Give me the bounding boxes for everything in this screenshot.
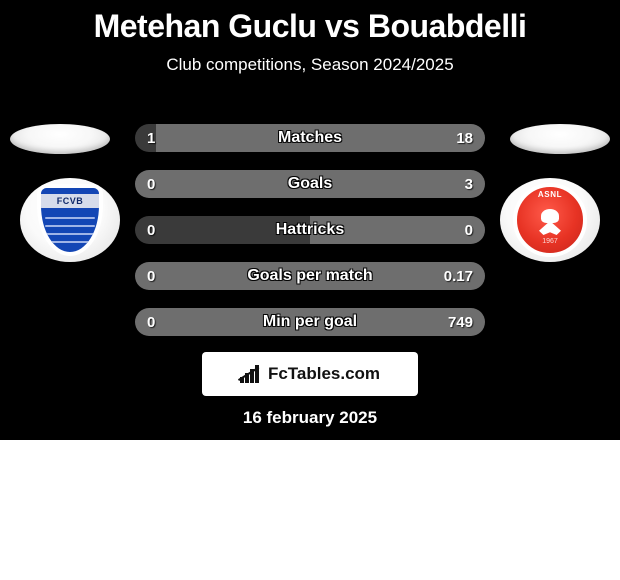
player-right-ellipse bbox=[510, 124, 610, 154]
asnl-circle-icon: ASNL 1967 bbox=[513, 183, 587, 257]
stat-label: Min per goal bbox=[135, 313, 485, 331]
page-title: Metehan Guclu vs Bouabdelli bbox=[0, 8, 620, 45]
stat-row: 0 0Hattricks bbox=[135, 216, 485, 244]
club-badge-left: FCVB bbox=[20, 178, 120, 262]
stat-value-left: 0 bbox=[147, 170, 155, 198]
date-text: 16 february 2025 bbox=[0, 408, 620, 428]
stat-value-left: 0 bbox=[147, 262, 155, 290]
subtitle: Club competitions, Season 2024/2025 bbox=[0, 55, 620, 75]
stat-row: 0 3Goals bbox=[135, 170, 485, 198]
brand-text: FcTables.com bbox=[268, 364, 380, 384]
stat-label: Goals bbox=[135, 175, 485, 193]
fcvb-shield-icon: FCVB bbox=[37, 184, 103, 256]
player-left-ellipse bbox=[10, 124, 110, 154]
asnl-code: ASNL bbox=[517, 190, 583, 199]
stat-value-right: 0 bbox=[465, 216, 473, 244]
club-badge-right: ASNL 1967 bbox=[500, 178, 600, 262]
comparison-card: Metehan Guclu vs Bouabdelli Club competi… bbox=[0, 0, 620, 440]
asnl-year: 1967 bbox=[517, 238, 583, 245]
stat-rows: 118Matches03Goals00Hattricks00.17Goals p… bbox=[135, 124, 485, 354]
stat-label: Hattricks bbox=[135, 221, 485, 239]
stat-row: 0 749Min per goal bbox=[135, 308, 485, 336]
stat-label: Goals per match bbox=[135, 267, 485, 285]
fcvb-code: FCVB bbox=[41, 194, 99, 208]
brand-box: FcTables.com bbox=[202, 352, 418, 396]
stat-value-left: 0 bbox=[147, 216, 155, 244]
stat-value-right: 0.17 bbox=[444, 262, 473, 290]
stat-value-right: 3 bbox=[465, 170, 473, 198]
stat-value-right: 749 bbox=[448, 308, 473, 336]
stat-row: 0 0.17Goals per match bbox=[135, 262, 485, 290]
stat-value-right: 18 bbox=[456, 124, 473, 152]
stat-row: 1 18Matches bbox=[135, 124, 485, 152]
stat-label: Matches bbox=[135, 129, 485, 147]
bar-chart-icon bbox=[240, 365, 262, 383]
stat-value-left: 0 bbox=[147, 308, 155, 336]
stat-value-left: 1 bbox=[147, 124, 155, 152]
